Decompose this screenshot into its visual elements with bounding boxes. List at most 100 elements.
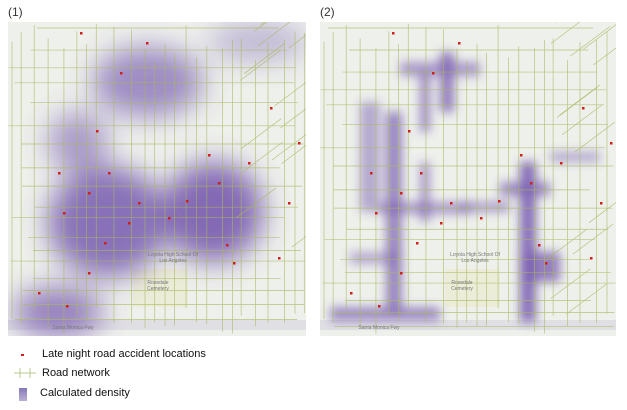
density-blob (48, 167, 168, 277)
road (556, 87, 598, 118)
accident-point (582, 107, 585, 110)
panel-1-label: (1) (8, 5, 23, 19)
legend: Late night road accident locations Road … (14, 340, 314, 410)
road (257, 22, 291, 47)
road (235, 187, 277, 219)
density-band (330, 307, 440, 321)
road (546, 229, 587, 260)
accident-point (530, 182, 533, 185)
accident-point (432, 72, 435, 75)
accident-point (128, 222, 131, 225)
road (593, 47, 616, 66)
road (550, 22, 581, 44)
accident-point (370, 172, 373, 175)
accident-point (440, 222, 443, 225)
road (588, 202, 616, 223)
accident-point (120, 72, 123, 75)
road (288, 34, 306, 49)
road-network-icon (14, 368, 36, 378)
accident-point (408, 130, 411, 133)
accident-point (350, 292, 353, 295)
road-network (8, 22, 306, 334)
accident-point (450, 202, 453, 205)
accident-point (378, 305, 381, 308)
road (572, 223, 614, 255)
road (274, 81, 306, 107)
density-swatch-icon (19, 388, 27, 401)
accident-point (538, 244, 541, 247)
accident-point (458, 42, 461, 45)
road (566, 283, 607, 315)
density-band (420, 162, 430, 222)
accident-point (208, 154, 211, 157)
accident-marker-icon (21, 354, 24, 356)
freeway (8, 320, 306, 330)
accident-point (520, 154, 523, 157)
accident-point (278, 257, 281, 260)
accident-point (480, 217, 483, 220)
road (583, 24, 616, 50)
density-band (500, 182, 550, 196)
accident-point (186, 200, 189, 203)
accident-point (288, 202, 291, 205)
road (242, 141, 283, 173)
legend-roads-label: Road network (42, 367, 110, 379)
road (574, 121, 615, 153)
accident-point (226, 244, 229, 247)
accident-point (298, 142, 301, 145)
school-label: Loyola High School Of Los Angeles (148, 252, 198, 264)
accident-point (88, 272, 91, 275)
road (281, 144, 306, 165)
density-blob (163, 162, 263, 262)
accident-point (600, 202, 603, 205)
accident-point (96, 130, 99, 133)
cemetery-label: Rosedale Cemetery (451, 280, 473, 292)
density-map-1[interactable]: Loyola High School Of Los Angeles Roseda… (8, 22, 306, 336)
road (240, 118, 282, 149)
cemetery-label: Rosedale Cemetery (147, 280, 169, 292)
density-band (520, 252, 560, 282)
accident-point (58, 172, 61, 175)
accident-point (66, 305, 69, 308)
road (243, 43, 285, 74)
road (559, 84, 601, 116)
road (271, 134, 306, 161)
density-blob (13, 287, 103, 336)
freeway-label: Santa Monica Fwy (52, 325, 94, 331)
accident-point (108, 172, 111, 175)
panel-2-label: (2) (320, 5, 335, 19)
accident-point (416, 242, 419, 245)
density-band (550, 152, 600, 162)
freeway-label: Santa Monica Fwy (358, 325, 400, 331)
density-map-2[interactable]: Loyola High School Of Los Angeles Roseda… (320, 22, 616, 336)
density-blob (48, 112, 108, 172)
accident-point (168, 217, 171, 220)
road (254, 22, 268, 32)
cemetery-area (133, 269, 188, 307)
density-blob (93, 47, 203, 117)
accident-point (400, 192, 403, 195)
road (291, 236, 306, 248)
density-band (440, 52, 454, 112)
density-band (460, 202, 510, 212)
road (561, 104, 603, 136)
accident-point (498, 200, 501, 203)
accident-point (270, 107, 273, 110)
accident-point (104, 242, 107, 245)
road (239, 50, 281, 81)
accident-point (590, 257, 593, 260)
legend-density-label: Calculated density (40, 387, 130, 399)
accident-point (420, 172, 423, 175)
school-label: Loyola High School Of Los Angeles (450, 252, 500, 264)
road (280, 108, 306, 129)
accident-point (560, 162, 563, 165)
accident-point (392, 32, 395, 35)
road-network (320, 22, 616, 334)
accident-point (38, 292, 41, 295)
road (569, 25, 611, 57)
accident-point (375, 212, 378, 215)
accident-point (146, 42, 149, 45)
accident-point (218, 182, 221, 185)
map-1-canvas (8, 22, 306, 336)
density-band (360, 102, 380, 212)
